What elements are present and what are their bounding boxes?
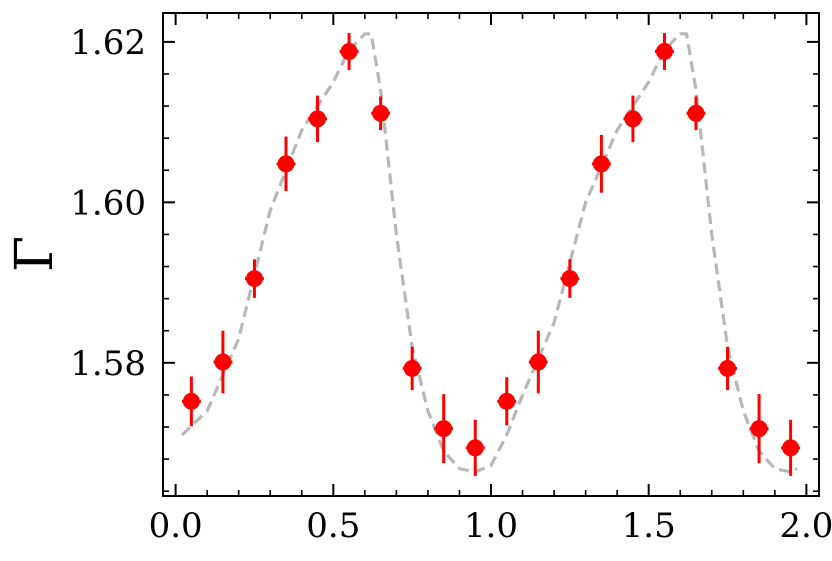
data-point-marker	[498, 392, 516, 410]
data-point	[245, 259, 264, 298]
data-point	[434, 394, 454, 464]
data-point-marker	[592, 155, 610, 173]
data-point-marker	[466, 439, 484, 457]
data-point-marker	[655, 43, 673, 61]
data-point-marker	[403, 359, 421, 377]
data-point-marker	[277, 155, 295, 173]
data-point	[528, 330, 548, 394]
data-point	[591, 134, 611, 193]
model-curve-line	[180, 32, 798, 474]
data-point-marker	[372, 104, 390, 122]
data-point	[402, 346, 422, 391]
data-point-marker	[561, 270, 579, 288]
data-point-marker	[245, 270, 263, 288]
y-tick-label: 1.60	[70, 183, 146, 223]
data-point	[686, 96, 706, 131]
data-point-marker	[782, 439, 800, 457]
data-point	[718, 346, 737, 391]
data-point-marker	[182, 392, 200, 410]
y-axis-label: Γ	[5, 236, 65, 272]
x-tick-label: 0.5	[306, 506, 360, 546]
x-tick-label: 1.0	[464, 506, 518, 546]
y-tick-label: 1.58	[70, 344, 146, 384]
data-point	[560, 259, 580, 298]
axis-ticks: 0.0 0.5 1.0 1.5 2.0 1.58 1.60 1.62	[70, 13, 832, 546]
plot-frame	[162, 12, 820, 497]
data-point	[371, 96, 391, 131]
data-point	[276, 136, 296, 192]
data-point-marker	[340, 43, 358, 61]
data-point	[308, 95, 327, 143]
x-tick-label: 0.0	[149, 506, 203, 546]
data-point-marker	[214, 353, 232, 371]
data-point-marker	[687, 104, 705, 122]
data-point	[213, 330, 233, 394]
data-point-marker	[719, 359, 737, 377]
data-point-marker	[435, 420, 453, 438]
data-point	[465, 419, 485, 476]
data-point	[623, 95, 643, 143]
plot-content	[180, 32, 801, 476]
x-tick-label: 2.0	[779, 506, 832, 546]
x-tick-label: 1.5	[622, 506, 676, 546]
data-point	[781, 419, 801, 476]
data-point-marker	[309, 110, 327, 128]
y-tick-label: 1.62	[70, 23, 146, 63]
data-point	[497, 377, 517, 426]
data-point	[655, 33, 674, 70]
data-point	[749, 394, 769, 464]
data-point	[181, 376, 201, 427]
data-point-marker	[624, 110, 642, 128]
data-point	[339, 33, 359, 70]
data-point-marker	[750, 420, 768, 438]
data-point-marker	[529, 353, 547, 371]
